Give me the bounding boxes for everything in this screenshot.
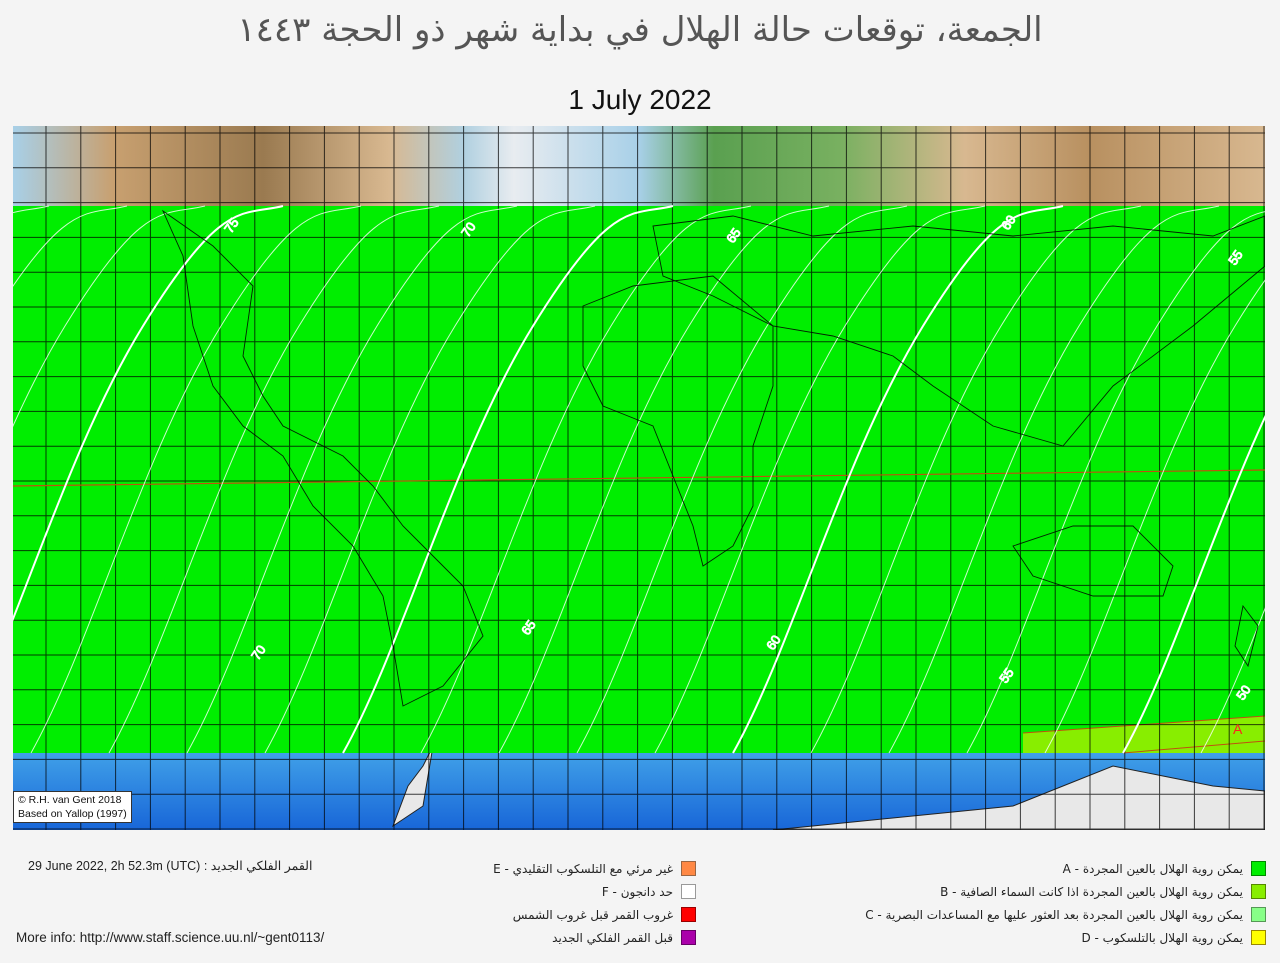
credit-box: © R.H. van Gent 2018 Based on Yallop (19… — [13, 791, 132, 823]
page-date: 1 July 2022 — [568, 84, 712, 115]
new-moon-value: 29 June 2022, 2h 52.3m (UTC) — [28, 859, 201, 873]
legend-right: A - يمكن روية الهلال بالعين المجردة B - … — [865, 857, 1266, 949]
legend-item-a: A - يمكن روية الهلال بالعين المجردة — [865, 857, 1266, 880]
ecliptic-line — [13, 469, 1265, 487]
zone-a-label: A — [1233, 721, 1243, 737]
visibility-map: 75 70 65 60 55 70 65 60 55 50 A — [13, 126, 1265, 830]
arctic-region — [13, 126, 1265, 206]
new-moon-info: 29 June 2022, 2h 52.3m (UTC) القمر الفلك… — [28, 858, 312, 873]
legend-item-c: C - يمكن روية الهلال بالعين المجردة بعد … — [865, 903, 1266, 926]
swatch-moonset — [681, 907, 696, 922]
swatch-a — [1251, 861, 1266, 876]
new-moon-label: القمر الفلكي الجديد : — [203, 859, 313, 873]
legend-item-d: D - يمكن روية الهلال بالتلسكوب — [865, 926, 1266, 949]
legend-item-prenewmoon: قبل القمر الفلكي الجديد — [493, 926, 696, 949]
swatch-c — [1251, 907, 1266, 922]
legend-item-b: B - يمكن روية الهلال بالعين المجردة اذا … — [865, 880, 1266, 903]
legend-item-f: F - حد دانجون — [493, 880, 696, 903]
swatch-b — [1251, 884, 1266, 899]
swatch-f — [681, 884, 696, 899]
credit-line-author: © R.H. van Gent 2018 — [18, 794, 122, 806]
credit-line-source: Based on Yallop (1997) — [18, 808, 127, 820]
legend-item-e: E - غير مرئي مع التلسكوب التقليدي — [493, 857, 696, 880]
more-info-link[interactable]: More info: http://www.staff.science.uu.n… — [16, 930, 325, 945]
page-title-arabic: الجمعة، توقعات حالة الهلال في بداية شهر … — [237, 10, 1043, 50]
swatch-e — [681, 861, 696, 876]
swatch-prenewmoon — [681, 930, 696, 945]
legend-left: E - غير مرئي مع التلسكوب التقليدي F - حد… — [493, 857, 696, 949]
contour-label: 55 — [1225, 247, 1246, 267]
zone-a-band — [13, 206, 1265, 753]
swatch-d — [1251, 930, 1266, 945]
zone-b-wedge — [1023, 716, 1265, 753]
legend-item-moonset: غروب القمر قبل غروب الشمس — [493, 903, 696, 926]
